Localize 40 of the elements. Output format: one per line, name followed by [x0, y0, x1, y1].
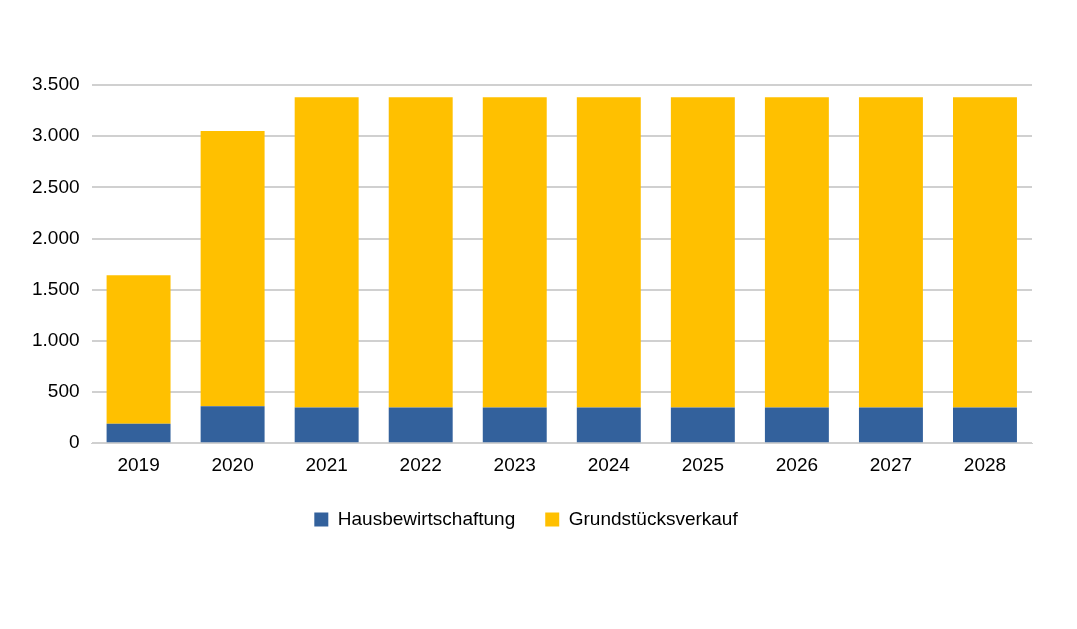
y-tick-label: 1.500 — [32, 277, 80, 299]
bar — [482, 407, 547, 443]
x-tick-label: 2027 — [869, 453, 913, 475]
y-tick-label: 1.000 — [32, 329, 80, 351]
bar — [200, 406, 265, 443]
bar — [106, 423, 171, 443]
y-tick-label: 3.000 — [32, 124, 80, 146]
bar — [670, 97, 735, 408]
x-tick-label: 2025 — [681, 453, 724, 475]
bar — [764, 97, 829, 408]
y-tick-label: 2.500 — [32, 175, 80, 197]
y-tick-label: 500 — [47, 380, 80, 402]
bar — [764, 407, 829, 443]
bar — [858, 97, 923, 408]
bar — [388, 407, 453, 443]
bar — [953, 407, 1017, 443]
x-tick-label: 2022 — [399, 453, 442, 475]
bar — [388, 97, 453, 408]
x-tick-label: 2019 — [117, 453, 160, 475]
y-tick-label: 3.500 — [32, 73, 80, 95]
bar — [670, 407, 735, 443]
x-tick-label: 2020 — [211, 453, 254, 475]
bar — [858, 407, 923, 443]
y-tick-label: 2.000 — [32, 226, 80, 248]
bar — [106, 275, 171, 424]
x-tick-label: 2024 — [587, 453, 631, 475]
x-tick-label: 2021 — [305, 453, 348, 475]
legend-label: Hausbewirtschaftung — [337, 507, 516, 529]
x-tick-label: 2028 — [963, 453, 1007, 475]
bar — [576, 407, 641, 443]
bar — [953, 97, 1017, 408]
bar — [482, 97, 547, 408]
y-tick-label: 0 — [68, 431, 80, 453]
legend-label: Grundstücksverkauf — [568, 507, 739, 529]
bar — [200, 131, 265, 407]
bar — [294, 407, 359, 443]
x-tick-label: 2023 — [493, 453, 536, 475]
bar — [294, 97, 359, 408]
bar — [576, 97, 641, 408]
x-tick-label: 2026 — [775, 453, 819, 475]
